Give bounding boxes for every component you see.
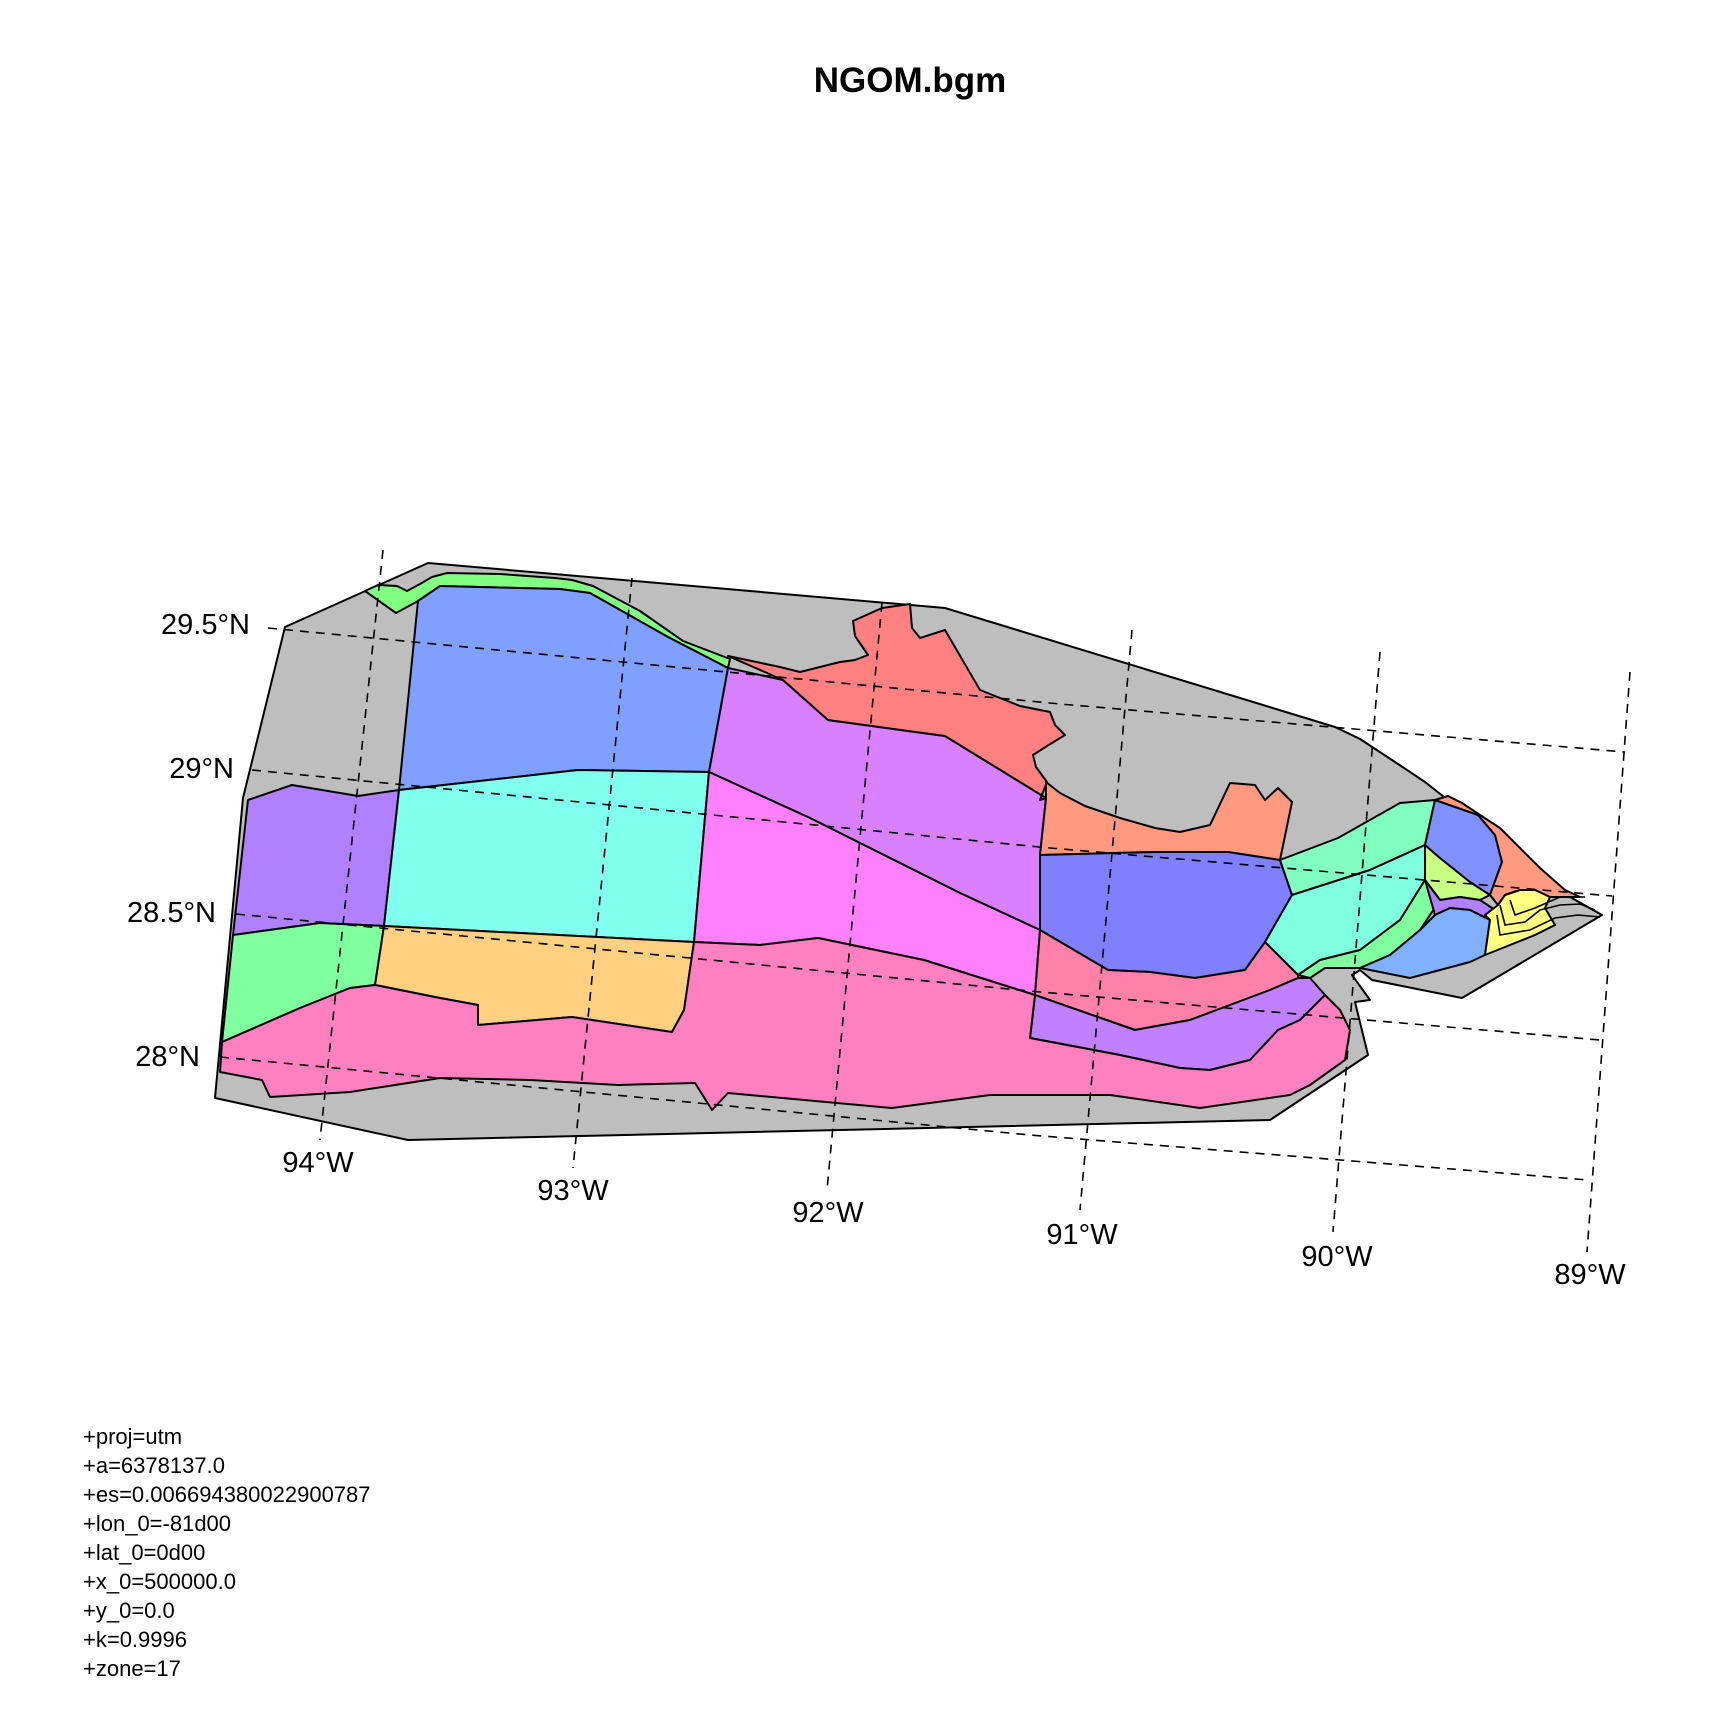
lon-label-92: 92°W [792,1197,864,1229]
lat-label-28: 28°N [135,1041,200,1073]
delta-contour-1 [1499,903,1596,926]
proj-line: +zone=17 [83,1656,181,1681]
graticule-lat-29-5 [267,627,1626,753]
proj-line: +x_0=500000.0 [83,1569,236,1594]
graticule-lon-89 [1586,671,1631,1253]
map-title: NGOM.bgm [814,61,1006,100]
proj-line: +k=0.9996 [83,1627,187,1652]
delta-contour-2 [1496,914,1601,936]
graticule-lat-28 [219,1056,1589,1181]
box-green-inner [1297,879,1441,979]
graticule-lon-91 [1079,629,1133,1211]
lon-label-93: 93°W [537,1175,609,1207]
proj-line: +lon_0=-81d00 [83,1511,231,1536]
graticule-lat-28-5 [235,913,1601,1041]
graticule-lon-94 [319,549,384,1141]
proj-line: +es=0.006694380022900787 [83,1482,371,1507]
box-north-salmon [727,603,1066,801]
proj-line: +y_0=0.0 [83,1598,175,1623]
box-cyan [383,769,710,943]
projection-info: +proj=utm +a=6378137.0 +es=0.00669438002… [83,1424,371,1681]
lat-label-29-5: 29.5°N [161,609,250,641]
graticule-lon-92 [826,602,883,1191]
box-west-purple [232,784,400,936]
delta-contour-3 [1509,896,1585,917]
proj-line: +a=6378137.0 [83,1453,225,1478]
box-south-pink [219,937,1351,1111]
lon-label-94: 94°W [282,1147,354,1179]
lat-label-28-5: 28.5°N [127,897,216,929]
lon-label-89: 89°W [1554,1259,1626,1291]
lon-label-90: 90°W [1301,1241,1373,1273]
lon-label-91: 91°W [1046,1219,1118,1251]
graticule-lon-93 [572,577,633,1169]
proj-line: +lat_0=0d00 [83,1540,205,1565]
proj-line: +proj=utm [83,1424,182,1449]
box-skyblue [1359,907,1491,979]
graticule-lat-29 [251,769,1613,897]
graticule-lon-90 [1332,651,1381,1233]
lat-label-29: 29°N [169,753,234,785]
